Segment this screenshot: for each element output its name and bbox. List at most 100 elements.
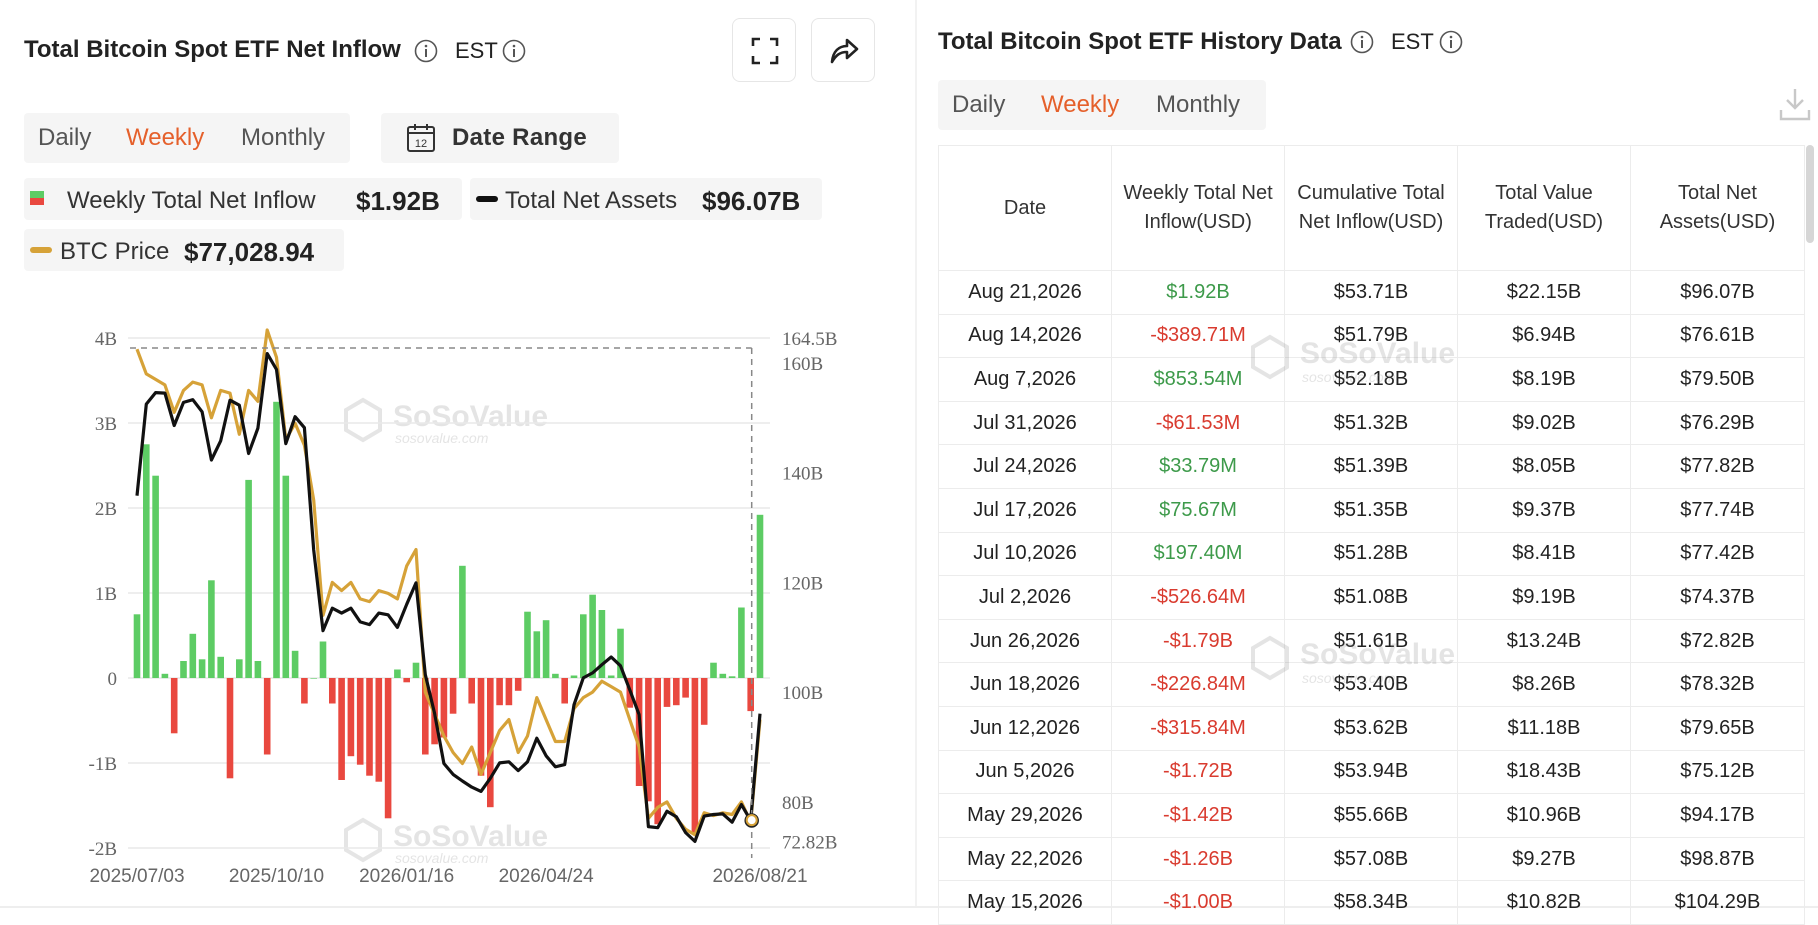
table-row[interactable]: Aug 21,2026 $1.92B $53.71B $22.15B $96.07B bbox=[938, 270, 1805, 315]
y-left-tick-label: 1B bbox=[95, 584, 117, 605]
inflow-bar bbox=[422, 678, 429, 755]
table-cell: $51.39B bbox=[1284, 444, 1458, 489]
history-title: Total Bitcoin Spot ETF History Data bbox=[938, 28, 1342, 55]
table-cell: -$61.53M bbox=[1111, 400, 1285, 446]
inflow-bar bbox=[282, 475, 290, 678]
table-header-row: Date Weekly Total Net Inflow(USD) Cumulati… bbox=[938, 145, 1805, 271]
table-cell: -$1.26B bbox=[1111, 836, 1285, 882]
tab-weekly[interactable]: Weekly bbox=[126, 124, 205, 151]
fullscreen-icon bbox=[751, 37, 779, 65]
table-cell: $51.61B bbox=[1284, 618, 1458, 664]
table-row[interactable]: Jul 24,2026 $33.79M $51.39B $8.05B $77.82B bbox=[938, 444, 1805, 489]
timezone-info-icon[interactable] bbox=[502, 39, 526, 63]
table-row[interactable]: Jul 2,2026 -$526.64M $51.08B $9.19B $74.37B bbox=[938, 575, 1805, 620]
y-right-tick-label: 100B bbox=[782, 683, 823, 704]
table-row[interactable]: May 15,2026 -$1.00B $58.34B $10.82B $104.29B bbox=[938, 880, 1805, 925]
table-row[interactable]: Aug 7,2026 $853.54M $52.18B $8.19B $79.50B bbox=[938, 357, 1805, 402]
inflow-bar bbox=[198, 659, 206, 678]
table-cell: Aug 14,2026 bbox=[938, 313, 1112, 359]
table-cell: $57.08B bbox=[1284, 836, 1458, 882]
inflow-bar bbox=[719, 673, 727, 679]
table-row[interactable]: Jul 10,2026 $197.40M $51.28B $8.41B $77.42B bbox=[938, 531, 1805, 577]
table-cell: Jun 12,2026 bbox=[938, 705, 1112, 751]
inflow-bar bbox=[617, 628, 624, 678]
inflow-bar bbox=[273, 401, 280, 679]
inflow-bar bbox=[170, 678, 178, 734]
tab-weekly[interactable]: Weekly bbox=[1041, 91, 1120, 118]
inflow-bar bbox=[236, 659, 243, 678]
inflow-bar bbox=[673, 678, 680, 706]
x-tick-label: 2026/04/24 bbox=[499, 866, 595, 887]
info-icon[interactable] bbox=[1350, 30, 1374, 54]
inflow-bar bbox=[375, 678, 383, 782]
timezone-info-icon[interactable] bbox=[1439, 30, 1463, 54]
inflow-bar bbox=[319, 641, 327, 678]
date-range-button[interactable]: 12 Date Range bbox=[381, 113, 619, 163]
table-cell: Jun 26,2026 bbox=[938, 618, 1112, 664]
inflow-bar bbox=[487, 678, 494, 808]
table-cell: $13.24B bbox=[1457, 618, 1631, 664]
net-assets-line bbox=[135, 352, 762, 843]
table-cell: -$315.84M bbox=[1111, 705, 1285, 751]
tab-monthly[interactable]: Monthly bbox=[1156, 91, 1241, 118]
calendar-day-number: 12 bbox=[415, 138, 427, 150]
table-body: Aug 21,2026 $1.92B $53.71B $22.15B $96.07B Au… bbox=[938, 270, 1805, 925]
chart-title: Total Bitcoin Spot ETF Net Inflow bbox=[24, 36, 401, 63]
table-scrollbar[interactable] bbox=[1806, 145, 1814, 905]
table-row[interactable]: May 29,2026 -$1.42B $55.66B $10.96B $94.17B bbox=[938, 793, 1805, 838]
table-row[interactable]: Jun 12,2026 -$315.84M $53.62B $11.18B $79.65… bbox=[938, 705, 1805, 751]
table-cell: $197.40M bbox=[1111, 531, 1285, 577]
table-cell: $51.08B bbox=[1284, 575, 1458, 620]
table-cell: $10.96B bbox=[1457, 793, 1631, 838]
y-right-tick-label: 140B bbox=[782, 464, 823, 485]
table-cell: $104.29B bbox=[1630, 880, 1805, 925]
table-cell: $8.19B bbox=[1457, 357, 1631, 402]
legend-net-assets[interactable]: Total Net Assets $96.07B bbox=[470, 178, 822, 220]
legend-btc-price[interactable]: BTC Price $77,028.94 bbox=[24, 229, 344, 271]
share-icon bbox=[830, 38, 859, 64]
table-row[interactable]: Jun 26,2026 -$1.79B $51.61B $13.24B $72.82B bbox=[938, 618, 1805, 664]
table-cell: $18.43B bbox=[1457, 749, 1631, 795]
inflow-bar bbox=[412, 662, 420, 678]
tab-daily[interactable]: Daily bbox=[38, 124, 92, 151]
table-cell: $8.41B bbox=[1457, 531, 1631, 577]
tab-monthly[interactable]: Monthly bbox=[241, 124, 326, 151]
table-cell: $77.82B bbox=[1630, 444, 1805, 489]
inflow-bar bbox=[347, 678, 355, 757]
table-row[interactable]: Jun 5,2026 -$1.72B $53.94B $18.43B $75.12B bbox=[938, 749, 1805, 795]
legend-label: Weekly Total Net Inflow bbox=[67, 187, 316, 214]
tab-daily[interactable]: Daily bbox=[952, 91, 1006, 118]
table-cell: $53.40B bbox=[1284, 662, 1458, 707]
legend-weekly-inflow[interactable]: Weekly Total Net Inflow $1.92B bbox=[24, 178, 462, 220]
inflow-bar bbox=[366, 678, 373, 776]
download-icon[interactable] bbox=[1778, 86, 1812, 122]
inflow-bar bbox=[329, 678, 336, 704]
history-period-tabs: Daily Weekly Monthly bbox=[938, 80, 1266, 130]
calendar-icon: 12 bbox=[407, 124, 435, 152]
table-row[interactable]: Jul 31,2026 -$61.53M $51.32B $9.02B $76.29B bbox=[938, 400, 1805, 446]
table-cell: $9.37B bbox=[1457, 487, 1631, 533]
column-header: Weekly Total Net Inflow(USD) bbox=[1111, 145, 1285, 271]
inflow-bar bbox=[747, 678, 754, 712]
y-right-tick-label: 72.82B bbox=[782, 832, 837, 853]
inflow-bar bbox=[756, 514, 764, 678]
column-header: Total Value Traded(USD) bbox=[1457, 145, 1631, 271]
fullscreen-button[interactable] bbox=[732, 18, 796, 82]
share-button[interactable] bbox=[811, 18, 875, 82]
y-left-tick-label: -1B bbox=[89, 754, 118, 775]
chart-watermarks: SoSoValuesosovalue.comSoSoValuesosovalue… bbox=[344, 397, 548, 866]
chart-axes: 4B 3B 2B 1B 0 -1B -2B 164.5B 160B 140B 120B 100B 80B… bbox=[89, 329, 838, 887]
table-scrollbar-thumb[interactable] bbox=[1806, 145, 1814, 243]
info-icon[interactable] bbox=[414, 39, 438, 63]
column-header: Cumulative Total Net Inflow(USD) bbox=[1284, 145, 1458, 271]
inflow-bar bbox=[580, 614, 587, 679]
table-cell: -$226.84M bbox=[1111, 662, 1285, 707]
inflow-bar bbox=[180, 661, 187, 678]
table-row[interactable]: May 22,2026 -$1.26B $57.08B $9.27B $98.87B bbox=[938, 836, 1805, 882]
inflow-bar bbox=[700, 678, 708, 725]
table-row[interactable]: Jul 17,2026 $75.67M $51.35B $9.37B $77.74B bbox=[938, 487, 1805, 533]
table-row[interactable]: Jun 18,2026 -$226.84M $53.40B $8.26B $78.32B bbox=[938, 662, 1805, 707]
legend-value: $1.92B bbox=[356, 186, 440, 216]
net-inflow-chart[interactable]: SoSoValuesosovalue.comSoSoValuesosovalue… bbox=[0, 300, 915, 900]
